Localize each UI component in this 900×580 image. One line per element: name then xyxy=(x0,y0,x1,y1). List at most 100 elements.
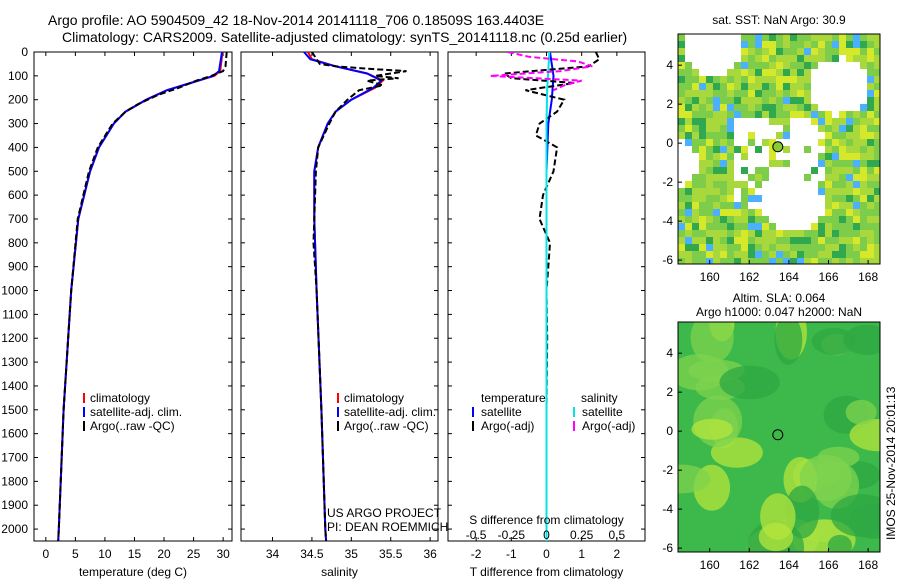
sst-map-cell xyxy=(783,125,790,132)
sst-map-cell xyxy=(755,41,762,48)
sst-map-cell xyxy=(741,209,748,216)
sst-map-cell xyxy=(678,48,685,55)
sst-map-cell xyxy=(769,55,776,62)
sst-map-cell xyxy=(692,97,699,104)
diff-legend-label: Argo(-adj) xyxy=(481,419,534,433)
sst-map-cell xyxy=(874,34,880,41)
sst-map-cell xyxy=(853,48,860,55)
sst-map-cell xyxy=(874,167,880,174)
sst-map-cell xyxy=(804,251,811,258)
sst-map-cell xyxy=(706,160,713,167)
sst-map-cell xyxy=(769,83,776,90)
sst-map-cell xyxy=(846,125,853,132)
temperature-xtick-label: 20 xyxy=(157,547,171,561)
sst-map-cell xyxy=(846,55,853,62)
sst-map-cell xyxy=(699,125,706,132)
sst-map-cell xyxy=(839,146,846,153)
figure-title-line1: Argo profile: AO 5904509_42 18-Nov-2014 … xyxy=(48,12,545,28)
sst-map-cell xyxy=(783,104,790,111)
sst-map-cell xyxy=(832,216,839,223)
sst-map-cell xyxy=(811,230,818,237)
sst-map-cell xyxy=(755,146,762,153)
salinity-frame xyxy=(240,51,439,542)
sst-map-cell xyxy=(860,62,867,69)
sst-map-cell xyxy=(706,76,713,83)
sst-map-cell xyxy=(685,118,692,125)
temperature-xtick-label: 10 xyxy=(98,547,112,561)
sst-map-cell xyxy=(825,188,832,195)
sst-map-cell xyxy=(783,244,790,251)
sst-map-cell xyxy=(874,251,880,258)
sst-map-cell xyxy=(720,90,727,97)
sst-map-cell xyxy=(776,244,783,251)
sst-map-cell xyxy=(867,209,874,216)
sla-map-blob xyxy=(760,493,796,540)
sst-map-cell xyxy=(755,237,762,244)
sst-map-cell xyxy=(811,244,818,251)
sst-map-cell xyxy=(832,153,839,160)
temperature-series-argo-raw-qc- xyxy=(57,52,228,541)
sst-map-cell xyxy=(769,223,776,230)
sst-map-cell xyxy=(874,76,880,83)
sst-map-cell xyxy=(755,34,762,41)
sst-map-cell xyxy=(839,111,846,118)
sst-map-cell xyxy=(727,223,734,230)
sst-map-cell xyxy=(748,34,755,41)
sst-map-cell xyxy=(783,118,790,125)
sst-map-cell xyxy=(727,153,734,160)
sst-map-cell xyxy=(741,251,748,258)
sst-map-cell xyxy=(853,125,860,132)
sst-map-cell xyxy=(776,76,783,83)
sst-map-cell xyxy=(874,244,880,251)
sst-map-cell xyxy=(846,230,853,237)
sst-map-cell xyxy=(825,167,832,174)
sst-map-cell xyxy=(713,209,720,216)
sst-map-cell xyxy=(755,230,762,237)
sst-map-cell xyxy=(699,167,706,174)
differences-xtick-label: 0 xyxy=(543,547,550,561)
sst-map-cell xyxy=(706,118,713,125)
sst-map-cell xyxy=(853,209,860,216)
sla-map-blob xyxy=(678,354,729,391)
sst-map-cell xyxy=(853,118,860,125)
sst-map-cell xyxy=(797,34,804,41)
sst-map-cell xyxy=(734,237,741,244)
sst-map-cell xyxy=(867,139,874,146)
sla-map-field xyxy=(678,322,880,552)
sst-map-cell xyxy=(755,97,762,104)
sst-map-cell xyxy=(825,202,832,209)
sst-map-cell xyxy=(867,34,874,41)
sst-map-cell xyxy=(734,76,741,83)
sst-map-cell xyxy=(678,118,685,125)
sst-map-cell xyxy=(804,244,811,251)
sst-map-cell xyxy=(832,125,839,132)
sst-map-cell xyxy=(874,118,880,125)
sst-map-cell xyxy=(685,188,692,195)
sst-map-cell xyxy=(713,216,720,223)
sst-map-cell xyxy=(811,62,818,69)
sst-map-cell xyxy=(867,251,874,258)
sst-map-cell xyxy=(769,62,776,69)
sst-map-cell xyxy=(839,160,846,167)
sst-map-cell xyxy=(720,174,727,181)
sst-map-cell xyxy=(776,97,783,104)
sst-map-cell xyxy=(685,69,692,76)
sst-map-cell xyxy=(797,97,804,104)
sst-map-cell xyxy=(678,202,685,209)
sst-map-cell xyxy=(797,48,804,55)
sst-map-cell xyxy=(692,251,699,258)
sst-map-cell xyxy=(762,90,769,97)
sst-map-cell xyxy=(867,216,874,223)
sst-map-cell xyxy=(846,209,853,216)
sst-map-cell xyxy=(825,244,832,251)
sst-map-cell xyxy=(867,83,874,90)
sst-map-cell xyxy=(783,69,790,76)
sst-map-cell xyxy=(867,258,874,264)
sst-map-cell xyxy=(874,153,880,160)
sst-map-cell xyxy=(713,230,720,237)
sst-map-cell xyxy=(769,230,776,237)
depth-tick-label: 1400 xyxy=(1,379,28,393)
sst-map-cell xyxy=(720,146,727,153)
depth-tick-label: 1900 xyxy=(1,498,28,512)
sst-map-cell xyxy=(818,216,825,223)
